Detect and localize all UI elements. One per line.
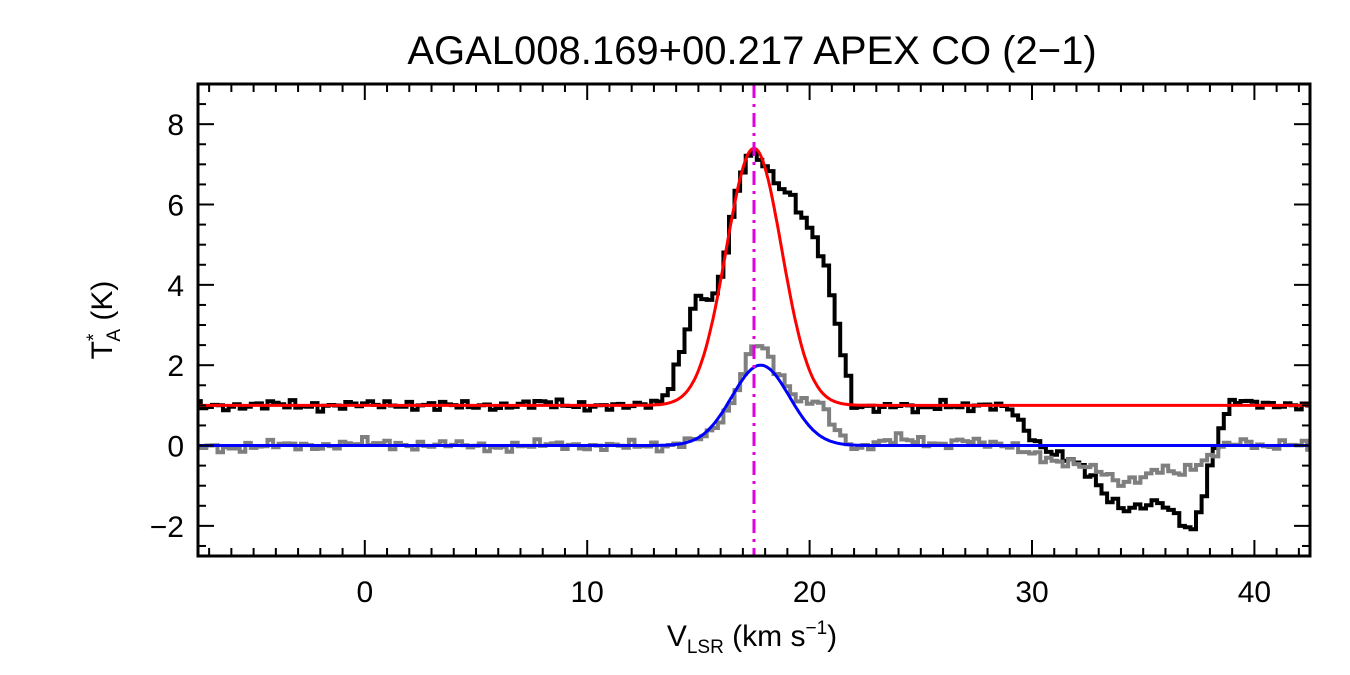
y-axis-label: T*A (K) [84, 281, 125, 360]
series-spectrum [198, 150, 1310, 532]
x-axis-label-main: V [667, 620, 687, 653]
y-axis-label-sub: A [104, 329, 125, 342]
y-axis-label-sup: * [84, 333, 105, 341]
y-axis-label-unit: (K) [86, 281, 119, 329]
x-tick-label: 0 [356, 576, 373, 609]
y-axis-label-main: T [86, 341, 119, 359]
y-tick-label: 2 [167, 350, 184, 383]
x-axis-label-close: ) [827, 620, 837, 653]
chart-title: AGAL008.169+00.217 APEX CO (2−1) [407, 29, 1096, 73]
series-layer [198, 84, 1310, 556]
x-axis-label-sub: LSR [687, 637, 724, 658]
x-tick-label: 10 [571, 576, 604, 609]
plot-frame [196, 82, 1312, 558]
y-tick-label: 0 [167, 431, 184, 464]
x-tick-label: 20 [793, 576, 826, 609]
x-tick-label: 30 [1015, 576, 1048, 609]
ticks-layer: 0 10 20 30 40 −2 0 2 4 6 8 [150, 84, 1310, 609]
y-tick-label: −2 [150, 511, 184, 544]
y-tick-label: 4 [167, 270, 184, 303]
y-tick-label: 8 [167, 109, 184, 142]
x-tick-label: 40 [1238, 576, 1271, 609]
y-tick-label: 6 [167, 190, 184, 223]
series-residual [198, 344, 1310, 488]
x-axis-label-unit: (km s [724, 620, 806, 653]
x-axis-label-sup: −1 [805, 618, 827, 639]
x-axis-label: VLSR (km s−1) [667, 618, 837, 658]
